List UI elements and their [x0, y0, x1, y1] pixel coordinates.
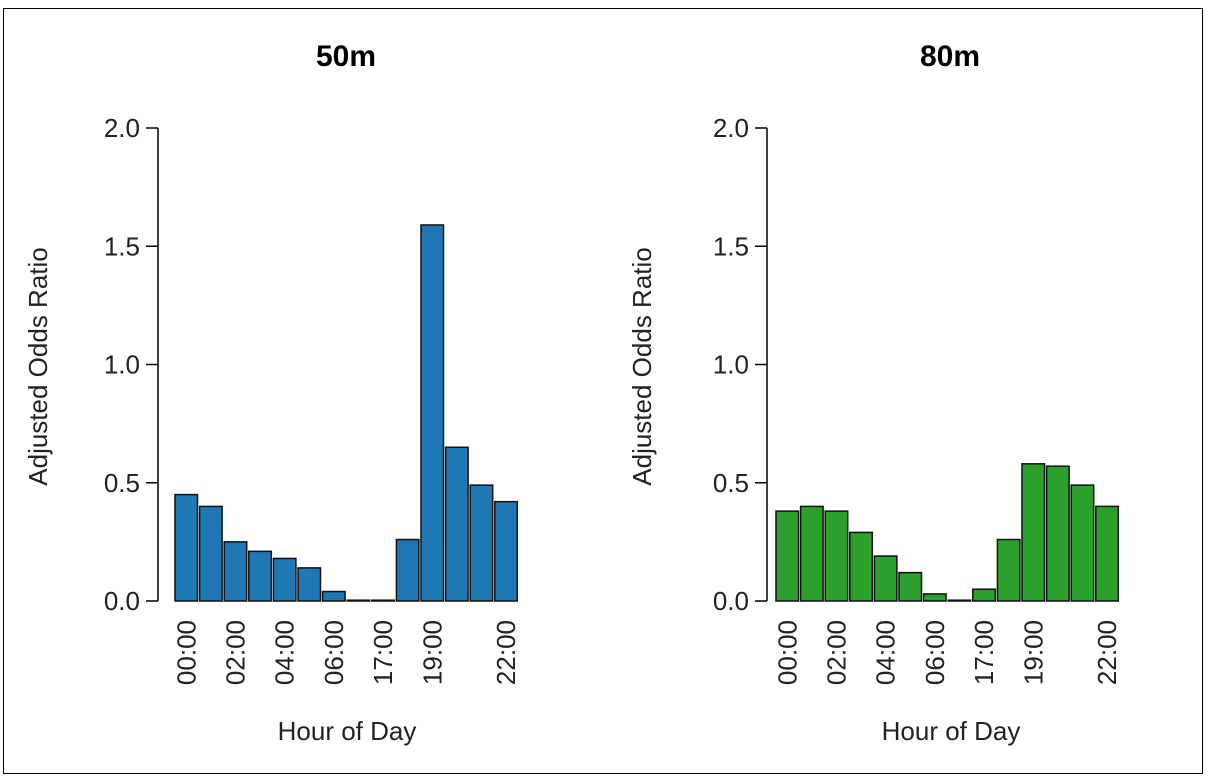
bar-0200 [223, 541, 248, 602]
bar-0600 [321, 590, 346, 602]
y-tick-label: 0.0 [713, 586, 749, 616]
x-tick-label: 02:00 [821, 620, 851, 685]
bar-1700 [371, 599, 396, 602]
bar-0300 [849, 531, 874, 602]
y-tick-label: 2.0 [713, 113, 749, 143]
y-tick-label: 1.0 [104, 350, 140, 380]
x-tick-label: 00:00 [171, 620, 201, 685]
bar-2200 [1095, 505, 1120, 602]
chart-panel-1: 50m 0.0 0.5 1.0 1.5 2.0 Adjusted Odds Ratio 00:… [23, 40, 521, 746]
bar-2000 [444, 446, 469, 602]
bar-1600 [346, 599, 371, 602]
chart-panel-2: 80m 0.0 0.5 1.0 1.5 2.0 Adjusted Odds Ratio 00:… [627, 40, 1122, 746]
bar-2100 [469, 484, 494, 602]
bar-1800 [395, 538, 420, 602]
bar-0500 [898, 571, 923, 602]
y-tick-label: 0.0 [104, 586, 140, 616]
bar-0400 [873, 555, 898, 602]
bar-0100 [198, 505, 223, 602]
x-axis-label: Hour of Day [882, 716, 1021, 746]
bar-0300 [248, 550, 273, 602]
y-tick-label: 1.5 [104, 231, 140, 261]
x-tick-label: 04:00 [871, 620, 901, 685]
bar-0500 [297, 567, 322, 602]
bar-0600 [922, 593, 947, 602]
bar-2200 [494, 500, 519, 602]
x-tick-label: 19:00 [417, 620, 447, 685]
bar-0200 [824, 510, 849, 602]
y-tick-label: 1.5 [713, 231, 749, 261]
x-tick-label: 06:00 [920, 620, 950, 685]
bar-2100 [1070, 484, 1095, 602]
x-tick-label: 02:00 [220, 620, 250, 685]
bar-1900 [1021, 463, 1046, 602]
x-axis-label: Hour of Day [278, 716, 417, 746]
chart-title: 80m [920, 40, 980, 73]
y-tick-label: 0.5 [104, 468, 140, 498]
figure-frame [3, 8, 1203, 774]
chart-title: 50m [316, 40, 376, 73]
bar-0400 [272, 557, 297, 602]
y-tick-label: 1.0 [713, 350, 749, 380]
y-axis-label: Adjusted Odds Ratio [627, 247, 657, 485]
x-tick-label: 04:00 [270, 620, 300, 685]
bar-0000 [174, 493, 199, 602]
bar-1800 [996, 538, 1021, 602]
bar-2000 [1045, 465, 1070, 602]
x-tick-label: 17:00 [368, 620, 398, 685]
bar-1600 [947, 599, 972, 602]
bar-1700 [972, 588, 997, 602]
x-tick-label: 22:00 [491, 620, 521, 685]
bar-0100 [799, 505, 824, 602]
x-tick-label: 19:00 [1018, 620, 1048, 685]
x-tick-label: 17:00 [969, 620, 999, 685]
x-tick-label: 06:00 [319, 620, 349, 685]
y-axis-label: Adjusted Odds Ratio [23, 247, 53, 485]
y-tick-label: 0.5 [713, 468, 749, 498]
bar-0000 [775, 510, 800, 602]
x-tick-label: 00:00 [772, 620, 802, 685]
x-tick-label: 22:00 [1092, 620, 1122, 685]
bar-1900 [420, 224, 445, 602]
y-tick-label: 2.0 [104, 113, 140, 143]
